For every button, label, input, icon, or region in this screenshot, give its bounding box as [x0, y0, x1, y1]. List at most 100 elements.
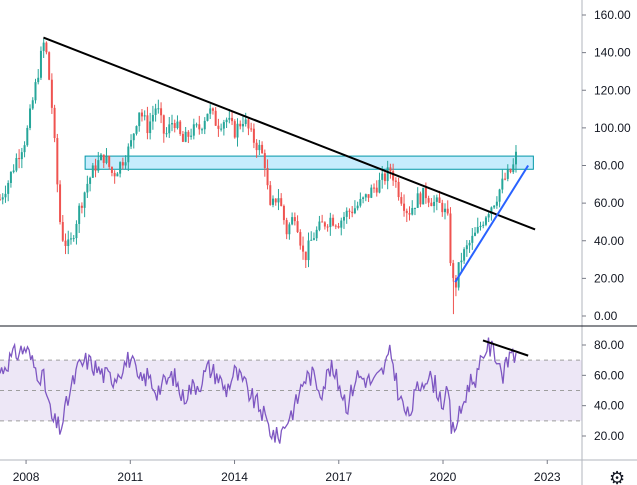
price-candle [211, 108, 214, 111]
price-tick-label: 120.00 [594, 83, 631, 97]
price-candle [479, 225, 482, 228]
price-candle [364, 194, 367, 198]
time-tick-label: 2008 [13, 470, 40, 484]
price-candle [203, 120, 206, 130]
price-candle [321, 221, 324, 223]
price-candle [127, 146, 130, 163]
price-candle [220, 128, 223, 130]
price-candle [222, 122, 225, 129]
price-candle [100, 154, 103, 161]
price-candle [471, 235, 474, 243]
price-candle [495, 201, 498, 206]
price-candle [449, 213, 452, 264]
price-candle [143, 115, 146, 117]
price-candle [261, 144, 264, 154]
price-candle [31, 100, 34, 109]
price-candle [206, 113, 209, 121]
price-candle [389, 167, 392, 172]
price-candle [162, 115, 165, 134]
price-candle [444, 208, 447, 213]
price-candle [113, 172, 116, 177]
price-candle [179, 121, 182, 134]
rsi-tick-label: 20.00 [594, 429, 624, 443]
price-candle [132, 133, 135, 141]
time-tick-label: 2017 [325, 470, 352, 484]
price-candle [209, 108, 212, 114]
price-candle [463, 249, 466, 261]
price-candle [285, 220, 288, 235]
price-candle [110, 166, 113, 173]
price-candle [140, 112, 143, 117]
price-candle [102, 154, 105, 163]
price-candle [78, 205, 81, 224]
price-candle [258, 144, 261, 151]
price-candle [217, 125, 220, 129]
price-candle [29, 108, 32, 128]
price-candle [367, 194, 370, 198]
price-candle [39, 50, 42, 78]
price-tick-label: 20.00 [594, 271, 624, 285]
price-tick-label: 0.00 [594, 309, 618, 323]
price-candle [42, 42, 45, 51]
price-candle [422, 187, 425, 205]
price-candle [351, 211, 354, 214]
price-candle [493, 205, 496, 208]
price-candle [160, 108, 163, 116]
price-candle [20, 152, 23, 160]
price-candle [170, 123, 173, 125]
price-candle [504, 178, 507, 180]
price-candle [105, 155, 108, 163]
price-candle [383, 173, 386, 182]
price-candle [280, 198, 283, 206]
price-candle [233, 121, 236, 138]
price-candle [146, 115, 149, 134]
price-candle [400, 197, 403, 204]
price-candle [1, 197, 4, 200]
rsi-line [0, 337, 517, 444]
price-candle [165, 133, 168, 135]
price-tick-label: 60.00 [594, 196, 624, 210]
price-candle [381, 173, 384, 180]
price-tick-label: 40.00 [594, 234, 624, 248]
time-tick-label: 2023 [534, 470, 561, 484]
uptrend-line [454, 164, 529, 283]
price-candle [413, 207, 416, 209]
price-candle [151, 114, 154, 122]
price-candle [72, 238, 75, 240]
price-candle [116, 173, 119, 177]
price-candle [80, 205, 83, 208]
price-candle [373, 187, 376, 189]
price-candle [225, 119, 228, 123]
price-candle [340, 220, 343, 228]
price-candle [192, 124, 195, 136]
price-candle [454, 277, 457, 288]
price-candle [446, 208, 449, 214]
price-candle [255, 142, 258, 151]
price-candle [269, 185, 272, 205]
price-candle [50, 79, 53, 108]
rsi-tick-label: 80.00 [594, 338, 624, 352]
price-candle [435, 197, 438, 202]
price-candle [397, 181, 400, 198]
price-candle [296, 221, 299, 233]
price-candle [252, 128, 255, 143]
price-candle [124, 162, 127, 166]
price-candle [332, 217, 335, 226]
price-candle [272, 198, 275, 205]
price-candle [231, 117, 234, 122]
price-candle [509, 169, 512, 173]
price-candle [190, 135, 193, 137]
price-candle [424, 187, 427, 199]
price-tick-label: 80.00 [594, 159, 624, 173]
price-candle [460, 260, 463, 263]
price-candle [274, 198, 277, 203]
gear-icon[interactable]: ⚙ [609, 468, 625, 485]
price-candle [119, 162, 122, 174]
rsi-tick-label: 40.00 [594, 399, 624, 413]
price-candle [15, 157, 18, 171]
rsi-tick-label: 60.00 [594, 368, 624, 382]
price-candle [403, 203, 406, 211]
price-candle [53, 107, 56, 139]
price-candle [214, 110, 217, 126]
